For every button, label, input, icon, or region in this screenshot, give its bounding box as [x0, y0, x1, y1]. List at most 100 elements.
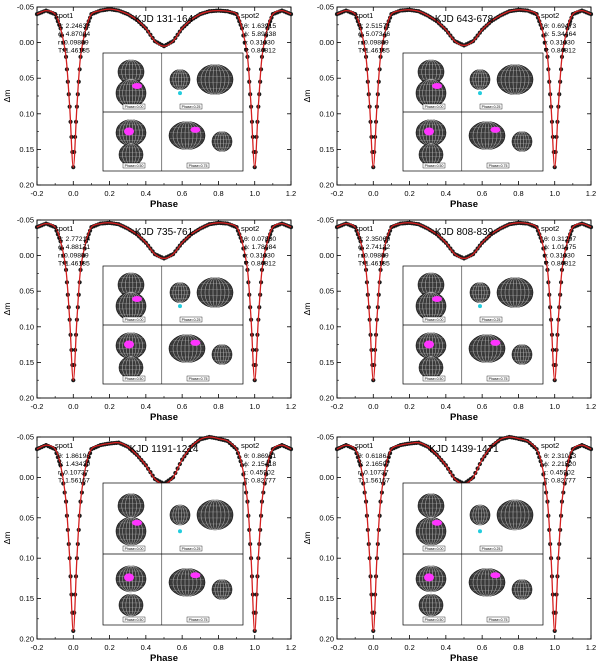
- y-tick-label: 0.20: [19, 635, 34, 644]
- spot2-param: r: 0.31030: [544, 39, 575, 46]
- phase-tag-box: [122, 545, 146, 552]
- phase-tag: Phase=0.75: [489, 377, 508, 381]
- spot1-param: T: 1.56167: [358, 478, 390, 485]
- spot1-param: T: 1.46185: [358, 48, 390, 55]
- star-small: [117, 493, 145, 519]
- x-tick-label: 1.0: [549, 189, 559, 198]
- x-tick-label: 0.6: [177, 402, 187, 411]
- star-small-meridian: [514, 579, 530, 600]
- spot-mark: [490, 126, 501, 133]
- x-axis-label: Phase: [150, 412, 178, 423]
- y-tick-label: 0.15: [19, 594, 34, 603]
- spot1-param: r: 0.09879: [58, 39, 89, 46]
- x-tick-label: -0.2: [31, 189, 44, 198]
- star-small: [418, 143, 444, 166]
- spot2-label: spot2: [541, 441, 559, 450]
- x-tick-label: 0.8: [513, 189, 523, 198]
- x-tick-label: 0.4: [141, 643, 151, 652]
- x-tick-label: 0.0: [68, 402, 78, 411]
- phase-tag-box: [186, 162, 210, 169]
- star-small: [118, 593, 144, 617]
- star-large: [196, 64, 234, 95]
- y-tick-label: 0.10: [319, 322, 334, 331]
- x-tick-label: 0.6: [177, 643, 187, 652]
- model-curve: [336, 222, 592, 381]
- spot2-param: r: 0.31030: [544, 252, 575, 259]
- star-model-inset: Phase=0.00 Phase=0.25 Phase=0.50 Phase=0.75: [102, 482, 244, 626]
- star-small: [118, 143, 144, 166]
- x-axis-label: Phase: [450, 412, 478, 423]
- panel-1: -0.2 0.0 0.2 0.4 0.6 0.8 1.0 1.2 -0.05 0.00 0.05 0.…: [2, 3, 296, 211]
- model-curve: [336, 9, 592, 168]
- x-tick-label: 1.2: [286, 643, 296, 652]
- phase-tag: Phase=0.50: [425, 618, 444, 622]
- spot1-param: θ: 0.61861: [358, 453, 390, 460]
- phase-tag: Phase=0.00: [125, 547, 144, 551]
- spot-mark: [124, 340, 134, 349]
- star-small-meridian: [422, 593, 440, 617]
- phase-tag-box: [479, 545, 503, 552]
- spot2-param: r: 0.45902: [244, 469, 275, 476]
- spot-mark: [190, 339, 201, 346]
- y-tick-label: 0.20: [19, 181, 34, 190]
- star-large: [196, 277, 234, 308]
- star-small: [169, 282, 191, 303]
- x-axis-label: Phase: [150, 653, 178, 661]
- star-small: [511, 344, 533, 365]
- star-model-inset: Phase=0.00 Phase=0.25 Phase=0.50 Phase=0.75: [102, 52, 244, 172]
- panel-6: -0.2 0.0 0.2 0.4 0.6 0.8 1.0 1.2 -0.05 0.00 0.05 0.…: [302, 433, 596, 661]
- phase-tag: Phase=0.00: [425, 547, 444, 551]
- x-tick-label: 1.0: [249, 189, 259, 198]
- x-tick-label: 0.0: [68, 643, 78, 652]
- x-tick-label: 1.0: [549, 402, 559, 411]
- spot2-param: θ: 2.31013: [544, 453, 576, 460]
- spot2-param: θ: 0.07880: [244, 236, 276, 243]
- spot-mark: [424, 573, 434, 582]
- star-small-meridian: [514, 131, 530, 152]
- star-large-meridian: [472, 568, 502, 597]
- y-tick-label: -0.05: [317, 3, 334, 12]
- spot2-label: spot2: [541, 224, 559, 233]
- phase-tag: Phase=0.00: [425, 318, 444, 322]
- y-tick-label: 0.20: [19, 394, 34, 403]
- star-model-inset: Phase=0.00 Phase=0.25 Phase=0.50 Phase=0.75: [402, 265, 544, 385]
- star-large-body: [196, 499, 234, 531]
- spot1-param: θ: 2.77214: [58, 236, 90, 243]
- spot1-param: T: 1.46185: [58, 48, 90, 55]
- phase-tag-box: [122, 162, 146, 169]
- star-small: [511, 579, 533, 600]
- star-small: [417, 493, 445, 519]
- y-tick-label: 0.00: [319, 251, 334, 260]
- spot-mark: [132, 296, 142, 303]
- x-tick-label: 0.4: [141, 402, 151, 411]
- star-large-body: [496, 499, 534, 531]
- x-tick-label: -0.2: [31, 643, 44, 652]
- spot2-param: ϕ: 5.34464: [544, 31, 576, 38]
- phase-tag: Phase=0.00: [125, 318, 144, 322]
- phase-tag-box: [422, 375, 446, 382]
- y-axis-label: Δm: [302, 532, 312, 545]
- y-tick-label: 0.10: [319, 109, 334, 118]
- star-small: [418, 356, 444, 379]
- star-large-meridian: [200, 64, 230, 95]
- star-small-meridian: [214, 344, 230, 365]
- phase-tag-box: [479, 316, 503, 323]
- star-large-meridian: [500, 499, 530, 531]
- spot1-param: ϕ: 5.07346: [358, 31, 390, 38]
- star-small-meridian: [172, 504, 188, 526]
- y-tick-label: 0.05: [19, 74, 34, 83]
- phase-tag-box: [186, 375, 210, 382]
- spot2-label: spot2: [241, 11, 259, 20]
- phase-tag: Phase=0.50: [425, 164, 444, 168]
- x-tick-label: 1.0: [249, 402, 259, 411]
- x-tick-label: 0.2: [404, 189, 414, 198]
- panel-title: KJD 735-761: [135, 227, 194, 238]
- phase-tag: Phase=0.75: [189, 164, 208, 168]
- x-tick-label: 0.8: [513, 402, 523, 411]
- phase-tag: Phase=0.00: [125, 105, 144, 109]
- star-large: [468, 334, 506, 363]
- spot2-param: T: 0.84812: [544, 261, 576, 268]
- x-tick-label: 0.4: [441, 189, 451, 198]
- star-small: [211, 579, 233, 600]
- spot1-param: T: 1.56167: [58, 478, 90, 485]
